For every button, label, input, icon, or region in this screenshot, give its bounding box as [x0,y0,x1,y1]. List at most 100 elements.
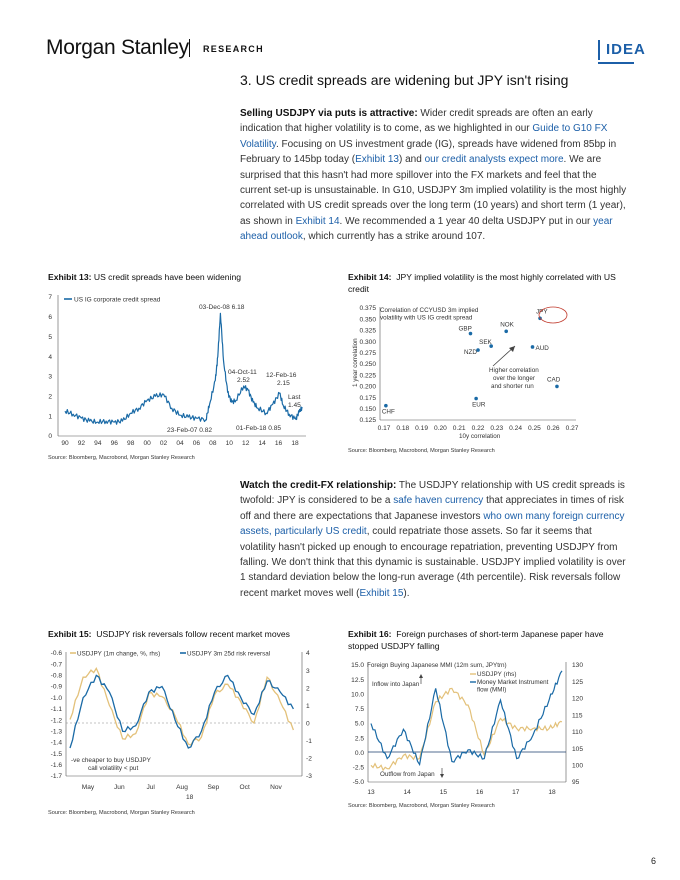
ex14-point-label-nok: NOK [500,321,514,328]
ex14-x-tick: 0.25 [528,425,541,432]
para1-text-1: Wider credit spreads are often an early … [240,108,593,135]
ex15-x-tick: Jul [146,784,155,791]
ex14-y-tick: 0.150 [359,406,376,413]
ex14-point-nzd [476,348,480,352]
ex14-point-cad [555,384,559,389]
ex13-annot-feb18: 01-Feb-18 0.85 [236,425,281,432]
ex14-annotation: Higher correlation over the longer and sho… [489,367,539,390]
ex16-y-left-tick: 5.0 [355,721,364,728]
ex16-legend-1: Foreign Buying Japanese MMI (12m sum, JP… [367,662,507,669]
ex15-y-left-tick: -0.8 [51,673,63,680]
ex14-point-eur [474,396,478,401]
link-year-ahead-outlook[interactable]: year ahead outlook [240,215,613,243]
ex14-y-tick: 0.200 [359,384,376,391]
ex15-y-right-tick: 4 [306,650,310,657]
exhibit-16-caption: Foreign purchases of short-term Japanese… [348,629,604,651]
ex14-y-tick: 0.225 [359,372,376,379]
ex14-point-gbp [468,331,473,336]
ex13-x-tick: 02 [160,440,168,447]
exhibit-15-chart: -0.6 -0.7 -0.8 -0.9 -1.0 -1.1 -1.2 -1.3 -1.4 -1.5… [51,650,313,801]
ex16-y-left-tick: 12.5 [351,677,364,684]
ex13-annot-feb07: 23-Feb-07 0.82 [167,427,212,434]
ex14-x-tick: 0.23 [490,425,503,432]
ex16-x-tick: 17 [512,789,520,796]
ex15-y-left-tick: -1.2 [51,717,63,724]
ex13-y-tick: 5 [48,334,52,341]
ex15-y-left-tick: -1.6 [51,762,63,769]
ex13-x-tick: 96 [111,440,119,447]
morgan-stanley-logo: Morgan Stanley [46,36,189,59]
para2-text-3: , could repatriate those assets. So far … [240,526,626,599]
ex14-point-aud [530,345,535,349]
exhibit-14-chart: 0.3750.3500.3250.3000.2750.2500.2250.200… [352,305,579,440]
ex14-x-tick: 0.20 [434,425,447,432]
ex13-annot-last: Last 1.45 [288,394,301,409]
exhibit-14-source: Source: Bloomberg, Macrobond, Morgan Sta… [348,448,495,454]
exhibit-14-title: Exhibit 14: JPY implied volatility is th… [348,272,638,295]
section-title: 3. US credit spreads are widening but JP… [240,72,569,88]
exhibit-15-title: Exhibit 15: USDJPY risk reversals follow… [48,629,338,641]
ex13-x-tick: 06 [193,440,201,447]
ex15-x-tick: Jun [114,784,125,791]
ex16-y-right-tick: 120 [572,696,583,703]
ex16-y-left-tick: 2.5 [355,735,364,742]
ex15-x-tick: Aug [176,784,188,791]
ex14-point-label-cad: CAD [547,376,561,383]
ex16-x-tick: 15 [440,789,448,796]
para1-lead: Selling USDJPY via puts is attractive: [240,108,418,119]
ex15-legend-2: USDJPY 3m 25d risk reversal [187,651,270,658]
ex13-annot-feb16: 12-Feb-16 2.15 [266,372,297,387]
ex13-y-tick: 7 [48,294,52,301]
link-exhibit-14[interactable]: Exhibit 14 [295,215,340,227]
exhibit-16-label: Exhibit 16: [348,629,392,639]
idea-accent-bar [598,40,600,60]
ex13-x-tick: 90 [61,440,69,447]
paragraph-selling-usdjpy: Selling USDJPY via puts is attractive: W… [240,106,628,245]
ex15-x-tick: May [82,784,95,791]
link-exhibit-13[interactable]: Exhibit 13 [355,154,399,166]
ex13-spread-series [64,312,303,425]
ex15-x-tick: Nov [270,784,282,791]
exhibit-13-caption: US credit spreads have been widening [93,272,241,282]
ex15-y-left-tick: -1.7 [51,773,63,780]
ex14-y-tick: 0.350 [359,316,376,323]
ex13-x-tick: 12 [242,440,250,447]
para2-lead: Watch the credit-FX relationship: [240,480,397,491]
ex14-point-label-aud: AUD [536,345,550,352]
ex15-x-tick: Oct [240,784,250,791]
ex14-inner-title: Correlation of CCYUSD 3m implied volatili… [380,307,479,322]
ex16-y-left-tick: 7.5 [355,706,364,713]
ex15-y-right-tick: -3 [306,773,312,780]
ex14-point-label-chf: CHF [382,409,395,416]
ex14-y-tick: 0.175 [359,395,376,402]
exhibit-15-caption: USDJPY risk reversals follow recent mark… [96,629,290,639]
exhibit-16-source: Source: Bloomberg, Macrobond, Morgan Sta… [348,803,495,809]
para2-text-4: ). [403,587,410,599]
ex15-y-right-tick: 3 [306,668,310,675]
para2-text-2: that appreciates in times of risk off an… [240,495,624,522]
link-foreign-currency-assets[interactable]: who own many foreign currency assets, pa… [240,510,625,538]
ex14-y-tick: 0.300 [359,339,376,346]
ex16-y-right-tick: 95 [572,779,580,786]
ex13-legend-label: US IG corporate credit spread [74,297,161,304]
para1-text-6: , which currently has a strike around 10… [302,231,486,243]
link-g10-fx-volatility[interactable]: Guide to G10 FX Volatility [240,123,608,150]
link-exhibit-15[interactable]: Exhibit 15 [359,587,404,599]
ex16-outflow-arrowhead-icon [440,774,444,778]
link-safe-haven-currency[interactable]: safe haven currency [393,495,484,507]
exhibit-13-label: Exhibit 13: [48,272,92,282]
idea-badge: IDEA [606,41,646,58]
ex15-year-label: 18 [186,794,194,801]
ex14-point-nok [504,329,508,334]
ex13-y-tick: 4 [48,354,52,361]
para1-text-3: ) and [399,154,425,166]
ex14-point-label-jpy: JPY [536,308,548,315]
ex16-y-right-tick: 125 [572,679,583,686]
ex15-legend-1: USDJPY (1m change, %, rhs) [77,651,160,658]
para1-text-2: . Focusing on US investment grade (IG), … [240,138,617,166]
para1-text-5: . We recommended a 1 year 40 delta USDJP… [339,215,594,227]
link-credit-analysts[interactable]: our credit analysts expect more [424,154,564,166]
ex16-y-left-tick: 10.0 [351,691,364,698]
ex13-y-tick: 3 [48,374,52,381]
ex14-ylabel: 1 year correlation [352,338,359,387]
